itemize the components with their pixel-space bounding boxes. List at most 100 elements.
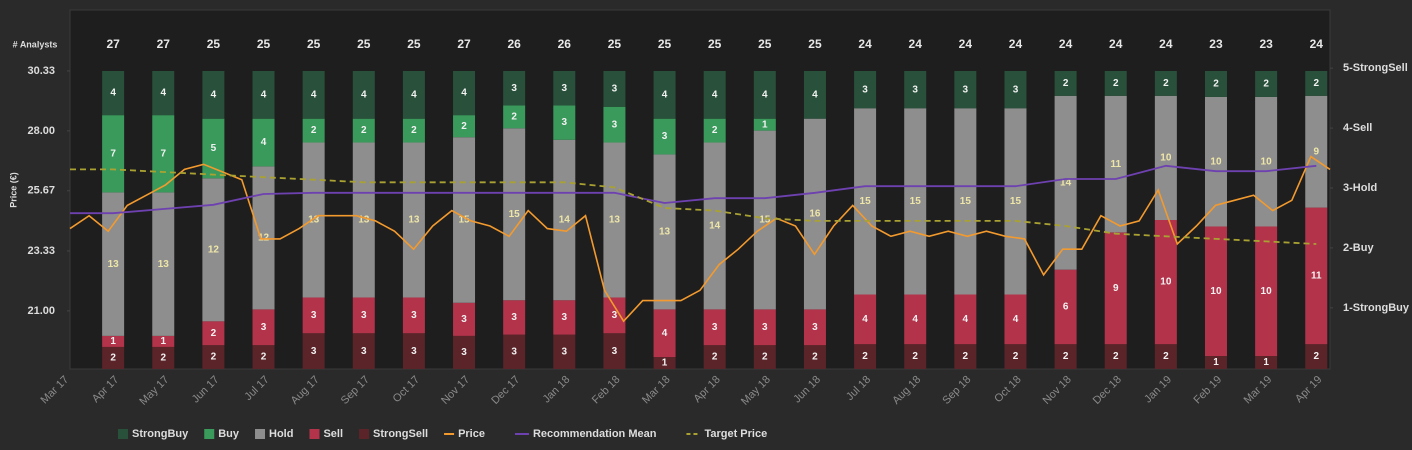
segment-label: 4	[311, 89, 317, 100]
bar-segment	[503, 105, 526, 129]
analyst-count: 23	[1209, 37, 1223, 51]
segment-label: 13	[408, 215, 420, 226]
y2-tick-label: 4-Sell	[1343, 122, 1372, 134]
x-tick-label: Aug 17	[289, 374, 322, 407]
bar-segment	[1004, 71, 1027, 109]
line-series	[69, 155, 1331, 323]
segment-label: 2	[211, 352, 217, 363]
bar-segment	[102, 71, 125, 116]
x-tick-label: Dec 18	[1091, 374, 1124, 407]
bar-segment	[1054, 71, 1077, 96]
bar-segment	[252, 118, 275, 167]
bar-segment	[152, 115, 175, 193]
bar-segment	[653, 71, 676, 119]
analysts-label: # Analysts	[13, 39, 58, 49]
bar-segment	[954, 71, 977, 109]
analyst-count: 23	[1259, 37, 1273, 51]
segment-label: 10	[1160, 153, 1172, 164]
segment-label: 3	[562, 312, 568, 323]
segment-label: 3	[411, 310, 417, 321]
bar-segment	[703, 71, 726, 119]
analyst-count: 25	[658, 37, 672, 51]
analyst-count: 24	[959, 37, 973, 51]
segment-label: 2	[1313, 78, 1319, 89]
segment-label: 3	[912, 84, 918, 95]
analyst-count: 25	[758, 37, 772, 51]
segment-label: 1	[1213, 357, 1219, 368]
segment-label: 15	[458, 215, 470, 226]
bar-segment	[503, 334, 526, 369]
y-tick-label: 30.33	[27, 65, 55, 77]
bar-segment	[703, 142, 726, 310]
segment-label: 2	[1313, 351, 1319, 362]
analyst-count: 25	[357, 37, 371, 51]
bar-segment	[252, 309, 275, 346]
segment-label: 10	[1210, 286, 1222, 297]
segment-label: 4	[912, 314, 918, 325]
segment-label: 3	[963, 84, 969, 95]
bar-segment	[1255, 356, 1278, 369]
segment-label: 2	[1163, 78, 1169, 89]
bar-segment	[252, 71, 275, 119]
segment-label: 4	[361, 89, 367, 100]
analyst-count: 27	[106, 37, 120, 51]
segment-label: 2	[361, 125, 367, 136]
bar-segment	[1154, 220, 1177, 345]
bar-segment	[653, 154, 676, 310]
segment-label: 15	[509, 209, 521, 220]
segment-label: 5	[211, 143, 217, 154]
bar-segment	[753, 71, 776, 119]
bar-segment	[753, 118, 776, 131]
segment-label: 2	[1113, 78, 1119, 89]
segment-label: 3	[261, 322, 267, 333]
segment-label: 13	[158, 259, 170, 270]
x-tick-label: Oct 17	[391, 374, 422, 405]
bar-segment	[302, 71, 325, 119]
segment-label: 4	[712, 89, 718, 100]
segment-label: 12	[258, 233, 270, 244]
segment-label: 13	[108, 259, 120, 270]
legend-label: Sell	[323, 428, 343, 440]
analyst-count: 24	[1009, 37, 1023, 51]
segment-label: 2	[1063, 78, 1069, 89]
y-tick-label: 23.33	[27, 245, 55, 257]
x-tick-label: Apr 18	[691, 374, 722, 405]
y2-tick-label: 3-Hold	[1343, 182, 1377, 194]
bar-segment	[703, 309, 726, 346]
segment-label: 2	[712, 125, 718, 136]
bar-segment	[1154, 95, 1177, 220]
bar-segment	[1204, 356, 1227, 369]
analyst-count: 24	[1109, 37, 1123, 51]
analyst-count: 25	[207, 37, 221, 51]
x-tick-label: Jan 19	[1142, 374, 1174, 406]
segment-label: 2	[862, 351, 868, 362]
segment-label: 2	[712, 352, 718, 363]
bar-segment	[954, 344, 977, 369]
bar-segment	[1054, 344, 1077, 369]
bar-segment	[152, 346, 175, 369]
bar-segment	[202, 345, 225, 369]
x-tick-label: Mar 17	[38, 374, 71, 407]
bar-segment	[352, 142, 375, 298]
bar-segment	[252, 345, 275, 369]
bar-segment	[402, 297, 425, 334]
bar-segment	[553, 71, 576, 106]
bar-segment	[152, 335, 175, 347]
segment-label: 15	[910, 196, 922, 207]
segment-label: 11	[1311, 271, 1322, 282]
segment-label: 4	[762, 89, 768, 100]
segment-label: 4	[211, 89, 217, 100]
segment-label: 2	[211, 328, 217, 339]
bar-segment	[1154, 71, 1177, 96]
bar-segment	[1004, 294, 1027, 345]
bar-segment	[854, 344, 877, 369]
bar-segment	[302, 333, 325, 369]
bar-segment	[553, 139, 576, 301]
analyst-count: 24	[1059, 37, 1073, 51]
x-tick-label: May 17	[137, 374, 171, 408]
bar-segment	[453, 71, 476, 116]
x-tick-label: Nov 17	[439, 374, 472, 407]
bar-segment	[402, 71, 425, 119]
analyst-count: 24	[909, 37, 923, 51]
segment-label: 9	[1313, 146, 1319, 157]
